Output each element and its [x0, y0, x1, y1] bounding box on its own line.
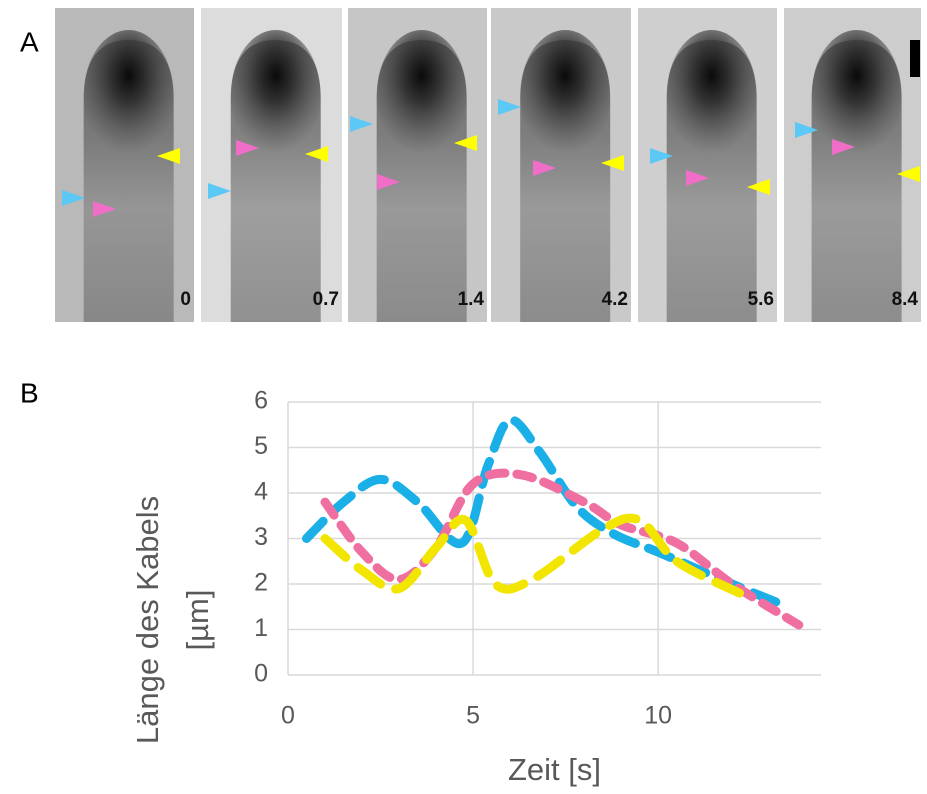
time-label: 0: [180, 289, 191, 310]
arrowhead: [157, 148, 180, 164]
time-label: 4.2: [602, 289, 628, 310]
arrowhead: [236, 140, 259, 156]
arrowhead: [350, 116, 373, 132]
x-tick-label: 10: [644, 702, 672, 730]
arrowhead: [62, 190, 85, 206]
arrowhead: [897, 166, 920, 182]
scale-bar: [910, 40, 920, 77]
cell-tip: [230, 30, 321, 160]
y-axis-title: Länge des Kabels: [130, 496, 165, 744]
panel-label: B: [20, 377, 39, 408]
y-tick-label: 1: [254, 614, 268, 642]
arrowhead: [832, 139, 855, 155]
x-tick-label: 0: [281, 702, 295, 730]
arrowhead: [305, 146, 328, 162]
arrowhead: [650, 148, 673, 164]
y-tick-label: 4: [254, 478, 268, 506]
time-label: 1.4: [458, 289, 485, 310]
arrowhead: [454, 135, 477, 151]
arrowhead: [377, 174, 400, 190]
y-tick-label: 0: [254, 660, 268, 688]
y-tick-label: 2: [254, 569, 268, 597]
y-tick-label: 5: [254, 432, 268, 460]
arrowhead: [498, 99, 521, 115]
x-axis-title: Zeit [s]: [508, 752, 601, 787]
y-tick-label: 3: [254, 523, 268, 551]
time-label: 8.4: [892, 289, 919, 310]
arrowhead: [795, 122, 818, 138]
time-label: 5.6: [748, 289, 774, 310]
data-line: [320, 513, 745, 598]
chart: 0 1 2 3 4 5 6 0 5 10 Zeit [s] Länge des Kabels [µm]: [130, 387, 821, 787]
x-tick-label: 5: [466, 702, 480, 730]
arrowhead: [601, 155, 624, 171]
image-strip: 0 0.7 1.4 4.2 5.6 8.4: [55, 8, 921, 322]
data-line: [302, 415, 793, 612]
arrowhead: [747, 179, 770, 195]
arrowhead: [686, 170, 709, 186]
y-tick-label: 6: [254, 387, 268, 415]
y-axis-title: [µm]: [180, 590, 215, 651]
arrowhead: [208, 183, 231, 199]
cell-tip: [666, 30, 757, 160]
arrowhead: [93, 201, 116, 217]
cell-tip: [520, 30, 611, 160]
cell-tip: [811, 30, 902, 160]
panel-label: A: [20, 26, 39, 57]
time-label: 0.7: [313, 289, 339, 310]
arrowhead: [533, 160, 556, 176]
data-line: [320, 468, 804, 630]
cell-tip: [83, 30, 174, 160]
cell-tip: [376, 30, 467, 160]
